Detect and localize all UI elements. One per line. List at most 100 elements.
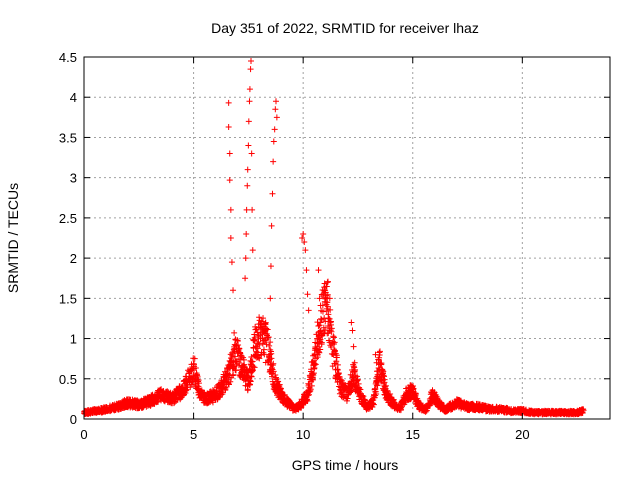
data-point — [236, 345, 243, 352]
data-point — [324, 303, 331, 310]
data-point — [376, 354, 383, 361]
data-point — [304, 397, 311, 404]
data-point — [243, 206, 250, 213]
data-point — [242, 275, 249, 282]
data-point — [255, 338, 262, 345]
data-point — [248, 58, 255, 65]
data-point — [254, 345, 261, 352]
data-point — [326, 339, 333, 346]
data-point — [227, 206, 234, 213]
y-tick-label: 4.5 — [59, 50, 77, 65]
data-point — [192, 365, 199, 372]
data-point — [373, 390, 380, 397]
data-point — [327, 321, 334, 328]
data-point — [330, 334, 337, 341]
axis-ticks: 0 0.5 1 1.5 2 2.5 3 3.5 4 4.5 0 5 10 15 20 — [59, 50, 610, 442]
data-point — [227, 378, 234, 385]
data-point — [301, 239, 308, 246]
data-point — [230, 287, 237, 294]
x-tick-label: 15 — [406, 427, 420, 442]
data-point — [312, 361, 319, 368]
y-tick-label: 3 — [70, 171, 77, 186]
data-point — [245, 370, 252, 377]
x-tick-label: 0 — [80, 427, 87, 442]
x-tick-label: 5 — [190, 427, 197, 442]
x-tick-label: 20 — [515, 427, 529, 442]
data-point — [256, 355, 263, 362]
data-point — [250, 363, 257, 370]
data-point — [317, 319, 324, 326]
data-point — [272, 98, 279, 105]
data-point — [324, 299, 331, 306]
data-point — [268, 222, 275, 229]
data-point — [410, 385, 417, 392]
data-point — [299, 235, 306, 241]
data-point — [381, 376, 388, 383]
y-tick-label: 1.5 — [59, 291, 77, 306]
data-point — [195, 380, 202, 387]
data-point — [337, 376, 344, 383]
data-point — [381, 373, 388, 380]
data-point — [242, 255, 249, 262]
data-point — [231, 329, 238, 336]
data-point — [315, 267, 322, 274]
data-point — [326, 327, 333, 334]
data-point — [243, 230, 250, 237]
data-point — [244, 387, 251, 394]
data-point — [333, 354, 340, 361]
data-point — [347, 387, 354, 394]
data-point — [305, 391, 312, 398]
data-point — [248, 150, 255, 157]
data-point — [307, 386, 314, 393]
data-point — [350, 343, 357, 350]
data-point — [263, 325, 270, 332]
data-point — [316, 295, 323, 302]
data-point — [387, 391, 394, 398]
data-point — [209, 399, 216, 406]
data-point — [245, 118, 252, 125]
data-point — [267, 339, 274, 346]
data-point — [235, 341, 242, 348]
data-point — [155, 398, 162, 405]
data-point — [319, 308, 326, 315]
x-tick-label: 10 — [296, 427, 310, 442]
data-point — [272, 372, 279, 379]
data-point — [304, 291, 311, 298]
data-point — [256, 314, 263, 321]
data-point — [315, 323, 322, 330]
y-tick-label: 1 — [70, 332, 77, 347]
data-point — [316, 328, 323, 335]
data-point — [271, 126, 278, 133]
data-point — [260, 315, 267, 322]
data-point — [316, 349, 323, 356]
y-tick-label: 2.5 — [59, 211, 77, 226]
data-point — [275, 378, 282, 385]
data-point — [302, 247, 309, 254]
data-point — [325, 330, 332, 337]
data-point — [262, 319, 269, 326]
data-point — [334, 366, 341, 373]
data-point — [226, 150, 233, 157]
y-tick-label: 4 — [70, 90, 77, 105]
data-point — [323, 295, 330, 302]
y-tick-label: 0 — [70, 412, 77, 427]
data-point — [318, 339, 325, 346]
grid-lines — [84, 57, 610, 419]
data-point — [326, 315, 333, 322]
data-point — [340, 379, 347, 386]
data-point — [249, 247, 256, 254]
data-point — [227, 235, 234, 241]
data-point — [255, 354, 262, 361]
data-point — [273, 114, 280, 121]
x-axis-label: GPS time / hours — [292, 457, 399, 473]
data-point — [324, 278, 331, 285]
data-point — [349, 327, 356, 334]
data-point — [267, 263, 274, 270]
data-point — [244, 182, 251, 189]
data-point — [253, 348, 260, 355]
data-point — [171, 399, 178, 406]
y-tick-label: 0.5 — [59, 372, 77, 387]
chart-title: Day 351 of 2022, SRMTID for receiver lha… — [211, 20, 479, 36]
data-point — [372, 351, 379, 358]
data-point — [267, 295, 274, 302]
